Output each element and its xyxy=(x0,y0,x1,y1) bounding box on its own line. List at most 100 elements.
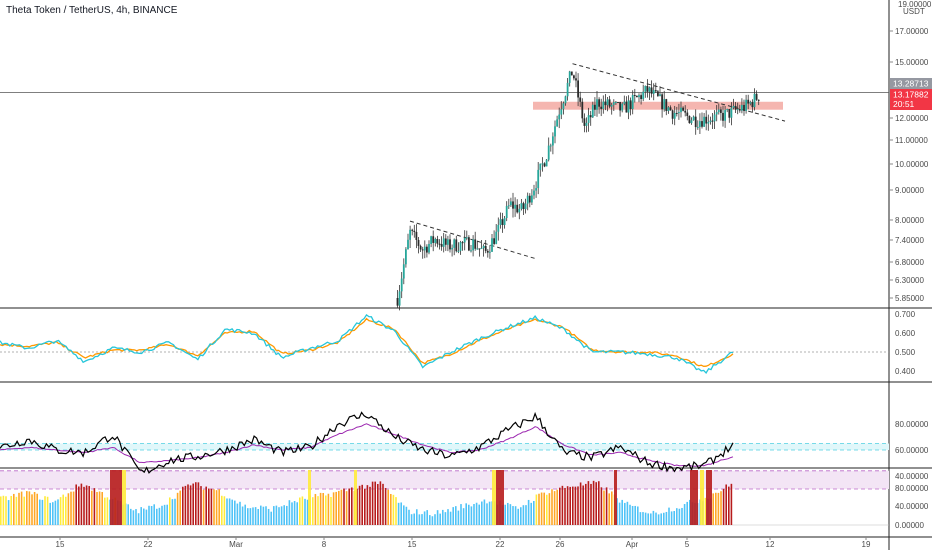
panel2-tick-label: 0.500 xyxy=(895,348,916,357)
candle xyxy=(573,74,575,81)
price-tick-label: 8.00000 xyxy=(895,216,924,225)
histogram-bar xyxy=(637,506,639,525)
histogram-bar xyxy=(85,485,88,525)
histogram-bar xyxy=(317,496,319,525)
histogram-bar xyxy=(358,485,361,525)
histogram-bar xyxy=(717,492,720,525)
histogram-bar xyxy=(455,506,457,525)
histogram-bar xyxy=(517,508,519,525)
histogram-bar xyxy=(426,510,428,525)
histogram-bar xyxy=(364,488,366,525)
candle xyxy=(396,290,399,309)
price-tick-label: 5.85000 xyxy=(895,294,924,303)
histogram-bar xyxy=(59,497,62,525)
histogram-bar xyxy=(26,491,28,525)
candle xyxy=(447,235,449,252)
candle xyxy=(717,103,720,115)
histogram-bar xyxy=(223,496,226,525)
price-tick-label: 6.80000 xyxy=(895,258,924,267)
histogram-bar xyxy=(343,488,345,525)
candle xyxy=(411,228,414,236)
histogram-bar xyxy=(725,484,727,525)
histogram-bar xyxy=(176,492,179,525)
histogram-bar xyxy=(5,496,7,525)
histogram-bar xyxy=(418,514,421,525)
histogram-bar xyxy=(686,501,688,525)
histogram-bar xyxy=(33,491,36,525)
histogram-bar xyxy=(468,504,470,525)
candle xyxy=(629,97,632,116)
histogram-bar xyxy=(70,491,72,525)
candle xyxy=(520,198,523,211)
candle xyxy=(486,249,489,258)
candle xyxy=(476,240,479,250)
oscillator-fast-line xyxy=(0,313,734,374)
candle xyxy=(493,230,495,246)
histogram-bar xyxy=(145,509,148,525)
candle xyxy=(730,102,733,126)
histogram-bar xyxy=(15,496,18,525)
candle xyxy=(751,99,754,113)
current-price-tag-text: 13.17882 xyxy=(893,90,929,100)
candle xyxy=(701,112,703,129)
histogram-bar xyxy=(621,499,623,525)
candle xyxy=(564,95,567,106)
candle xyxy=(663,90,666,112)
histogram-bar xyxy=(36,493,38,525)
candle xyxy=(472,235,474,257)
candle xyxy=(491,233,493,253)
candle xyxy=(743,99,745,116)
candle xyxy=(558,107,561,129)
candle xyxy=(583,113,586,133)
candle xyxy=(577,73,579,107)
histogram-bar xyxy=(514,506,517,525)
histogram-bar xyxy=(488,501,491,525)
histogram-bar xyxy=(340,489,343,525)
histogram-bar xyxy=(442,509,444,525)
candle xyxy=(741,98,743,114)
panel2-axis-ticks: 0.700 0.600 0.500 0.400 xyxy=(895,310,916,376)
histogram-bar xyxy=(49,502,51,525)
candle xyxy=(413,224,416,238)
histogram-bar xyxy=(689,499,691,525)
histogram-bar xyxy=(577,486,579,525)
candle xyxy=(617,101,619,104)
histogram-bar xyxy=(377,484,379,525)
histogram-bar xyxy=(603,490,605,525)
time-tick-label: 15 xyxy=(408,540,417,549)
time-axis: 15 22 Mar 8 15 22 26 Apr 5 12 19 xyxy=(56,537,871,549)
histogram-bar xyxy=(634,505,636,525)
candle xyxy=(594,97,596,117)
histogram-bar xyxy=(166,504,168,525)
rsi-ma-line xyxy=(0,423,734,467)
candle xyxy=(417,237,420,254)
candles xyxy=(396,70,760,311)
histogram-bar xyxy=(169,497,171,525)
histogram-bar xyxy=(46,496,49,525)
time-tick-label: 22 xyxy=(144,540,153,549)
candle xyxy=(434,237,437,247)
candle xyxy=(612,99,615,111)
histogram-bar xyxy=(525,505,527,525)
candle xyxy=(419,244,422,253)
candle xyxy=(423,240,426,259)
histogram-bar xyxy=(195,482,197,525)
histogram-bar xyxy=(444,512,447,525)
candle xyxy=(602,95,605,114)
histogram-highlight xyxy=(690,470,698,525)
histogram-bar xyxy=(650,513,652,525)
histogram-bar xyxy=(728,486,730,525)
candle xyxy=(398,285,401,311)
histogram-bar xyxy=(712,493,714,525)
histogram-highlight xyxy=(496,470,504,525)
candle xyxy=(457,242,460,254)
candle xyxy=(526,192,529,211)
histogram-bar xyxy=(28,491,31,525)
histogram-bar xyxy=(371,481,374,525)
candle xyxy=(503,215,506,229)
histogram-bar xyxy=(522,505,525,525)
candle xyxy=(400,272,403,299)
candle xyxy=(713,110,716,129)
histogram-bar xyxy=(280,506,283,525)
